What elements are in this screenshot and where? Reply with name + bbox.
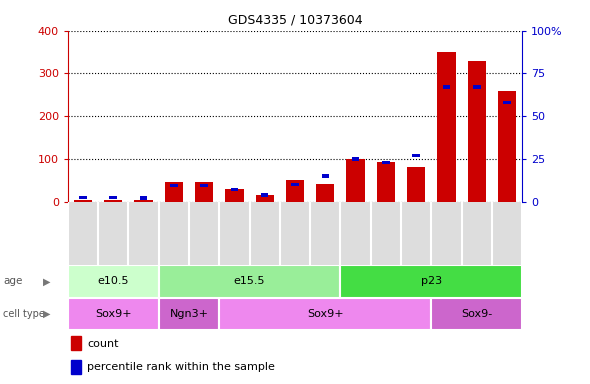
Text: ▶: ▶ (42, 309, 50, 319)
Bar (165, 182, 183, 202)
Bar (74, 200, 92, 202)
Bar (255, 195, 274, 202)
Text: cell type: cell type (3, 309, 45, 319)
Text: Ngn3+: Ngn3+ (169, 309, 208, 319)
Bar (498, 91, 516, 202)
Bar (442, 85, 450, 89)
Bar (71, 360, 81, 374)
Text: ▶: ▶ (42, 276, 50, 286)
Bar (291, 183, 299, 186)
Text: Sox9-: Sox9- (461, 309, 492, 319)
Text: age: age (3, 276, 22, 286)
Bar (346, 159, 365, 202)
Bar (261, 194, 268, 197)
Bar (412, 154, 420, 157)
Bar (473, 85, 480, 89)
Bar (159, 265, 340, 298)
Bar (286, 180, 304, 202)
Bar (104, 200, 122, 202)
Text: count: count (87, 339, 119, 349)
Text: Sox9+: Sox9+ (95, 309, 132, 319)
Bar (316, 184, 335, 202)
Bar (340, 265, 522, 298)
Bar (431, 298, 522, 330)
Bar (231, 188, 238, 191)
Bar (71, 336, 81, 350)
Bar (110, 195, 117, 199)
Text: e15.5: e15.5 (234, 276, 266, 286)
Text: e10.5: e10.5 (97, 276, 129, 286)
Bar (68, 298, 159, 330)
Bar (503, 101, 511, 104)
Bar (170, 184, 178, 187)
Bar (322, 174, 329, 178)
Bar (377, 162, 395, 202)
Bar (201, 184, 208, 187)
Bar (135, 200, 153, 202)
Text: Sox9+: Sox9+ (307, 309, 343, 319)
Bar (79, 195, 87, 199)
Bar (195, 182, 213, 202)
Bar (140, 197, 148, 200)
Title: GDS4335 / 10373604: GDS4335 / 10373604 (228, 14, 362, 27)
Bar (407, 167, 425, 202)
Bar (352, 157, 359, 161)
Bar (225, 189, 244, 202)
Bar (68, 265, 159, 298)
Text: p23: p23 (421, 276, 442, 286)
Text: percentile rank within the sample: percentile rank within the sample (87, 362, 275, 372)
Bar (219, 298, 431, 330)
Bar (468, 61, 486, 202)
Bar (159, 298, 219, 330)
Bar (382, 161, 389, 164)
Bar (437, 52, 455, 202)
